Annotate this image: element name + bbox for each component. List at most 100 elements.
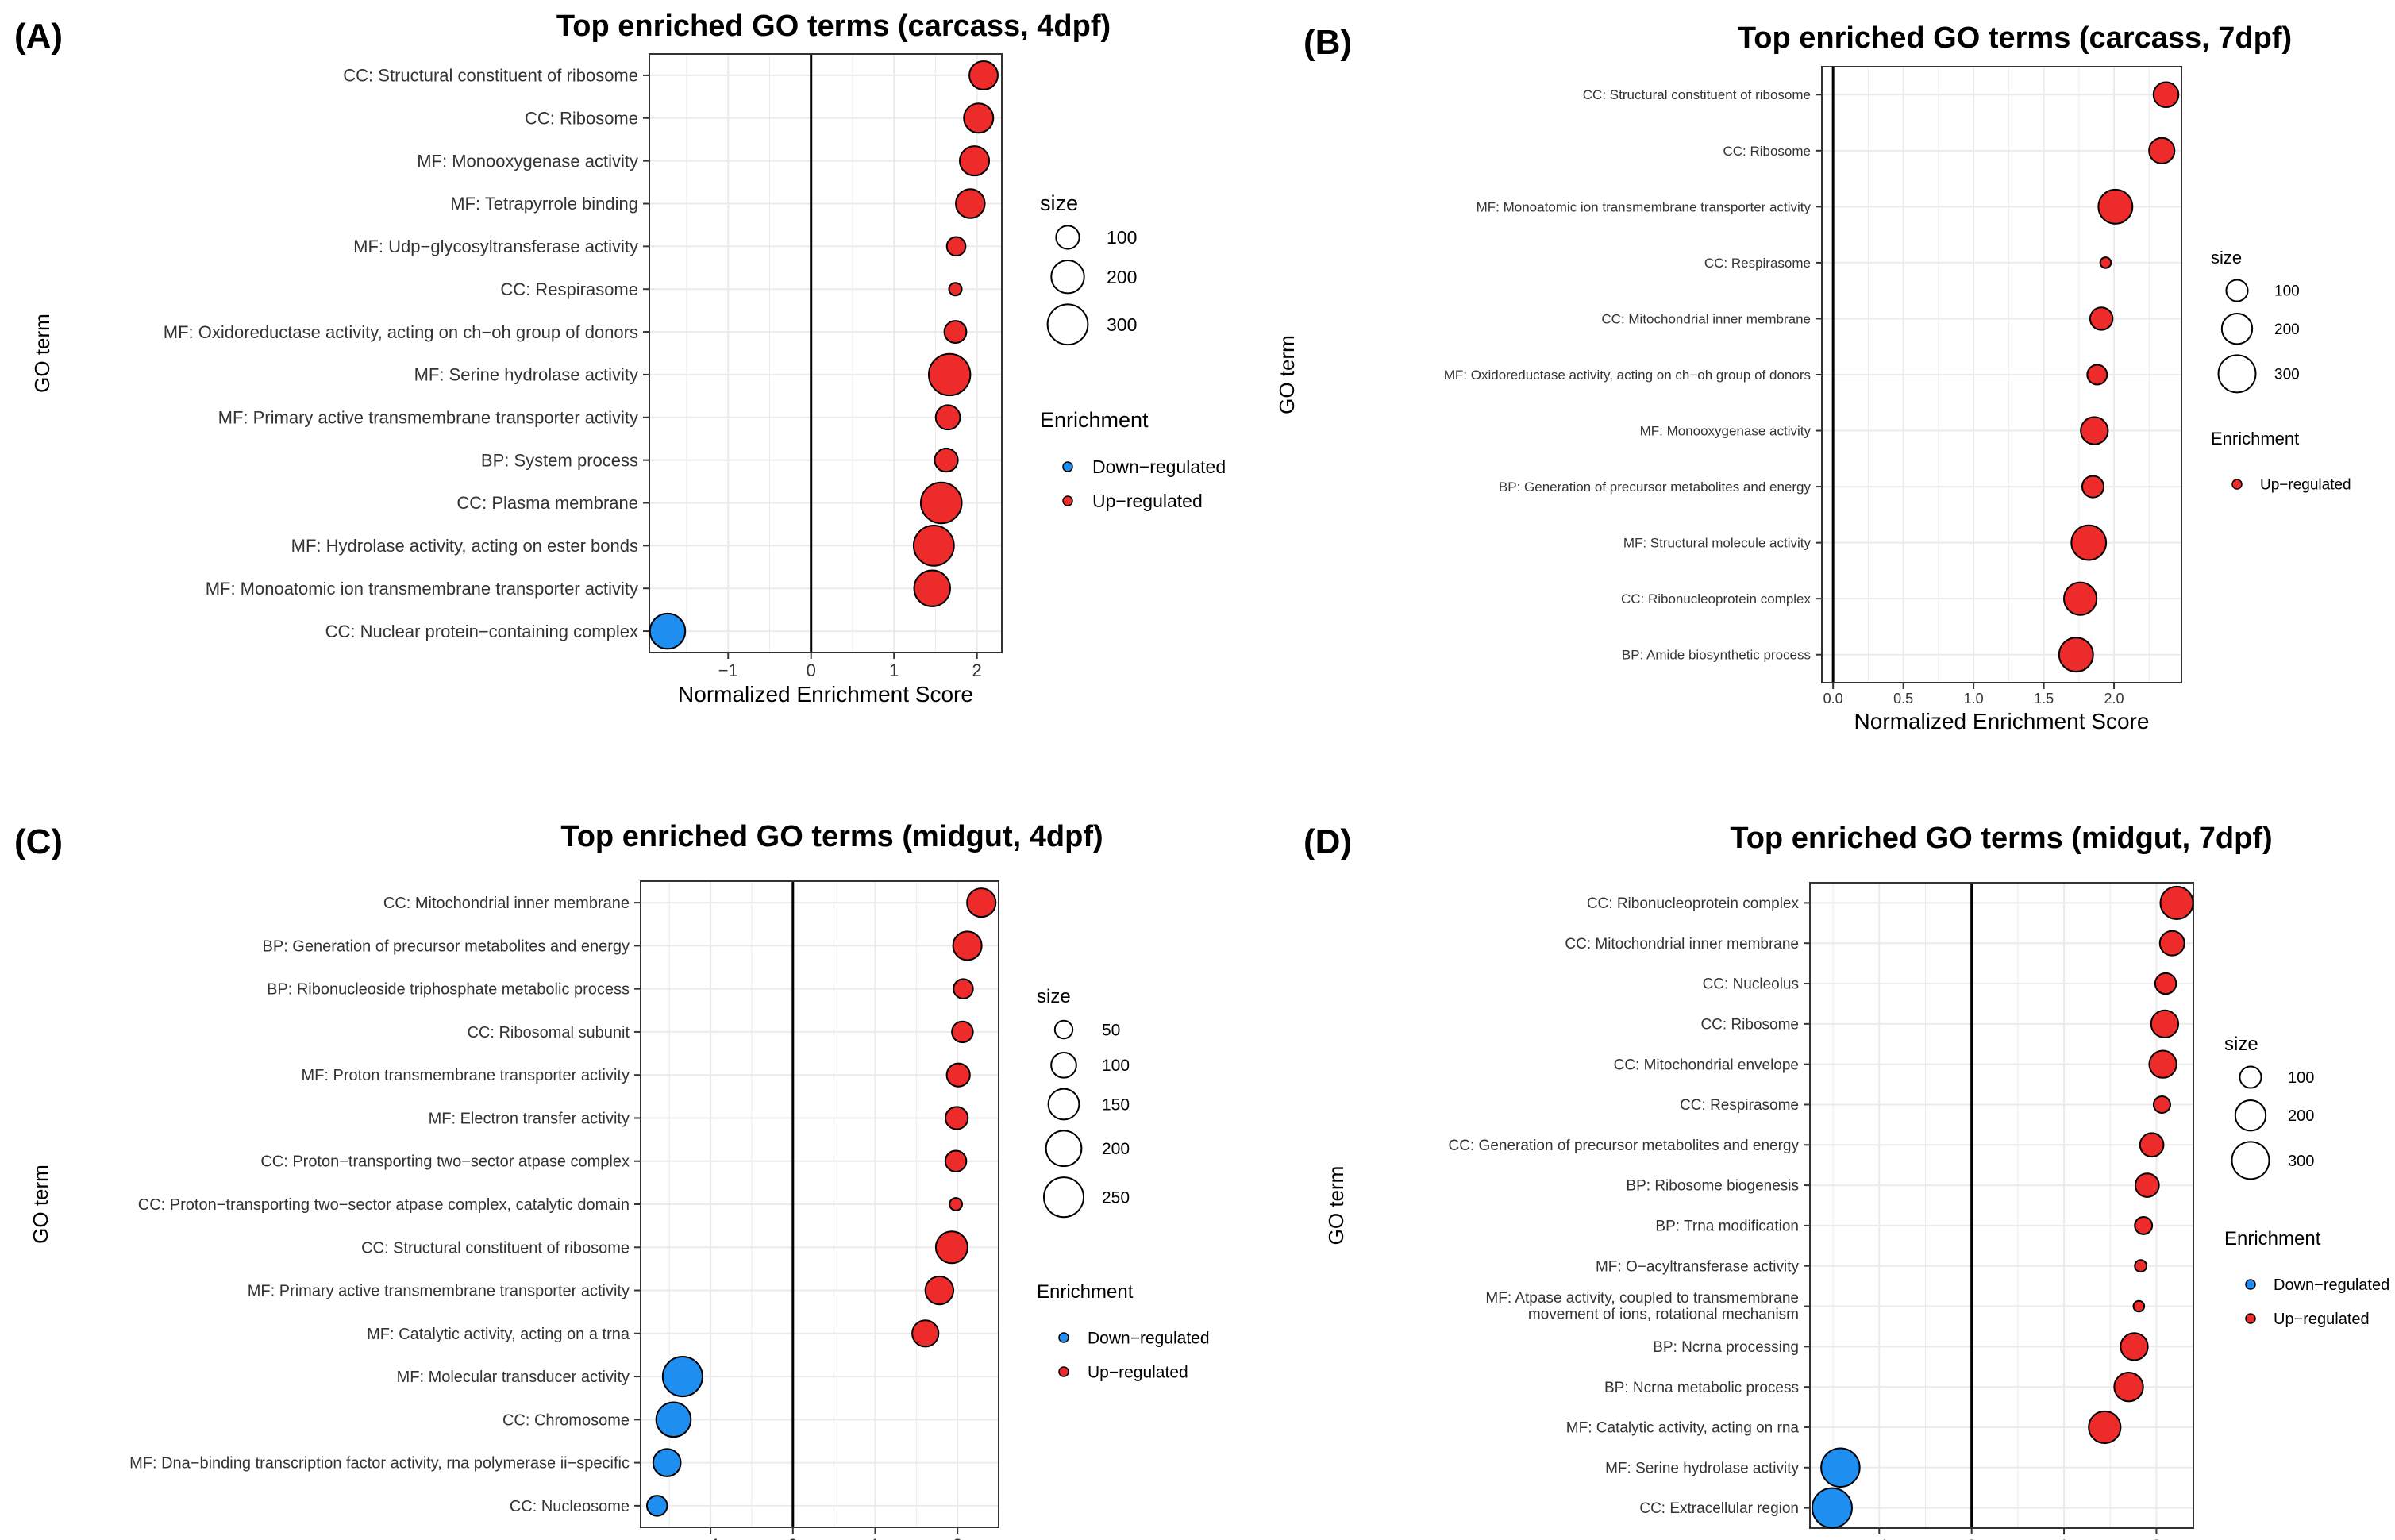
data-point	[948, 282, 963, 297]
data-point	[2058, 637, 2094, 673]
size-legend-label: 200	[1102, 1140, 1130, 1158]
data-point	[2159, 885, 2194, 920]
data-point	[2086, 364, 2108, 386]
data-point	[652, 1448, 682, 1477]
data-point	[2097, 188, 2134, 225]
panel-b: (B) Top enriched GO terms (carcass, 7dpf)…	[1275, 21, 2351, 733]
x-tick-label: 1	[870, 1535, 880, 1540]
term-label: MF: Serine hydrolase activity	[414, 365, 638, 385]
gridlines	[649, 54, 1002, 653]
data-point	[2063, 581, 2098, 616]
x-tick-label: 2	[953, 1535, 962, 1540]
term-label-line: MF: Atpase activity, coupled to transmem…	[1485, 1290, 1799, 1307]
term-label: BP: Ribonucleoside triphosphate metaboli…	[267, 981, 630, 999]
size-legend: size 100 200 300	[1040, 191, 1137, 346]
enrichment-legend: Enrichment Down−regulated Up−regulated	[1040, 408, 1226, 511]
enrichment-legend: Enrichment Up−regulated	[2211, 429, 2351, 494]
term-label: CC: Ribosome	[525, 108, 638, 128]
panel-letter: (A)	[14, 17, 63, 56]
term-label: MF: Serine hydrolase activity	[1605, 1460, 1799, 1476]
term-label: CC: Nucleosome	[510, 1498, 630, 1515]
data-point	[966, 887, 997, 918]
term-label: CC: Nucleolus	[1703, 976, 1799, 993]
panel-letter: (B)	[1303, 23, 1352, 62]
term-label: CC: Ribonucleoprotein complex	[1621, 591, 1812, 606]
data-point	[968, 60, 999, 90]
term-label: MF: Monoatomic ion transmembrane transpo…	[1477, 199, 1812, 214]
data-point	[1820, 1447, 1861, 1488]
size-legend-label: 200	[1107, 267, 1137, 287]
term-label: MF: Oxidoreductase activity, acting on c…	[1444, 368, 1811, 383]
size-legend-circle	[1053, 1019, 1074, 1040]
data-point	[2132, 1299, 2146, 1313]
term-label: MF: Proton transmembrane transporter act…	[302, 1067, 630, 1084]
term-label: BP: System process	[481, 450, 638, 470]
data-point	[953, 978, 974, 999]
enrichment-legend-label: Up−regulated	[2260, 477, 2351, 494]
data-point	[951, 1020, 974, 1044]
term-label: MF: Primary active transmembrane transpo…	[218, 407, 638, 427]
size-legend-circle	[2220, 313, 2254, 345]
data-point	[2113, 1371, 2144, 1403]
data-point	[2154, 972, 2177, 995]
panel-a: (A) Top enriched GO terms (carcass, 4dpf)…	[14, 10, 1226, 706]
y-axis-label: GO term	[29, 1165, 52, 1244]
data-point	[2150, 1009, 2180, 1038]
term-label: MF: Molecular transducer activity	[397, 1369, 630, 1386]
term-label-line: movement of ions, rotational mechanism	[1528, 1307, 1799, 1323]
term-label: BP: Generation of precursor metabolites …	[1499, 479, 1812, 495]
enrichment-legend-key	[1058, 1332, 1069, 1343]
enrichment-legend-label: Up−regulated	[1092, 491, 1203, 511]
term-label: CC: Respirasome	[1704, 256, 1811, 271]
size-legend-title: size	[2211, 248, 2242, 268]
enrichment-legend-label: Up−regulated	[2274, 1311, 2370, 1328]
term-label: MF: Monoatomic ion transmembrane transpo…	[206, 579, 638, 599]
x-tick-label: −1	[718, 660, 738, 680]
enrichment-legend-label: Up−regulated	[1088, 1363, 1188, 1381]
data-point	[952, 930, 983, 961]
term-label: CC: Chromosome	[502, 1411, 630, 1429]
x-tick-label: 2	[972, 660, 982, 680]
data-point	[927, 352, 972, 397]
y-axis-label: GO term	[1324, 1166, 1348, 1245]
data-point	[2088, 1410, 2122, 1445]
panel-letter: (C)	[14, 822, 63, 861]
data-point	[944, 1106, 969, 1130]
enrichment-legend-title: Enrichment	[2211, 429, 2299, 449]
data-point	[945, 236, 967, 257]
term-label: CC: Structural constituent of ribosome	[343, 66, 638, 86]
size-legend-circle	[1042, 1176, 1085, 1219]
x-tick-label: 0	[807, 660, 816, 680]
data-point	[1811, 1487, 1853, 1529]
term-label: BP: Ribosome biogenesis	[1626, 1178, 1799, 1195]
term-label: BP: Ncrna processing	[1653, 1339, 1799, 1356]
size-legend-label: 150	[1102, 1095, 1130, 1114]
x-tick-label: 0.0	[1823, 691, 1843, 706]
data-point	[2148, 1049, 2177, 1079]
enrichment-legend-key	[1062, 495, 1073, 506]
enrichment-legend-title: Enrichment	[1037, 1281, 1134, 1303]
data-point	[943, 320, 968, 344]
enrichment-legend: Enrichment Down−regulated Up−regulated	[2224, 1228, 2389, 1328]
enrichment-legend-label: Down−regulated	[1092, 456, 1226, 477]
data-point	[2152, 1095, 2171, 1114]
size-legend-circle	[1050, 260, 1085, 295]
data-point	[649, 612, 687, 650]
x-axis-label: Normalized Enrichment Score	[678, 682, 973, 706]
term-label: MF: Atpase activity, coupled to transmem…	[1485, 1290, 1799, 1323]
term-label: CC: Nuclear protein−containing complex	[325, 622, 638, 641]
x-tick-label: −1	[1869, 1536, 1889, 1540]
term-label: CC: Proton−transporting two−sector atpas…	[138, 1196, 630, 1214]
term-label: CC: Mitochondrial inner membrane	[383, 895, 630, 912]
term-label: CC: Mitochondrial inner membrane	[1565, 936, 1799, 953]
x-tick-label: 1.0	[1964, 691, 1984, 706]
size-legend-circle	[2217, 354, 2257, 394]
size-legend-label: 100	[2274, 283, 2300, 300]
data-point	[919, 481, 963, 525]
size-legend-label: 300	[2288, 1153, 2314, 1170]
enrichment-legend-title: Enrichment	[2224, 1228, 2321, 1249]
data-point	[934, 1230, 968, 1265]
term-label: MF: Catalytic activity, acting on a trna	[367, 1326, 630, 1343]
data-point	[2139, 1132, 2165, 1158]
term-label: CC: Mitochondrial envelope	[1614, 1057, 1799, 1073]
